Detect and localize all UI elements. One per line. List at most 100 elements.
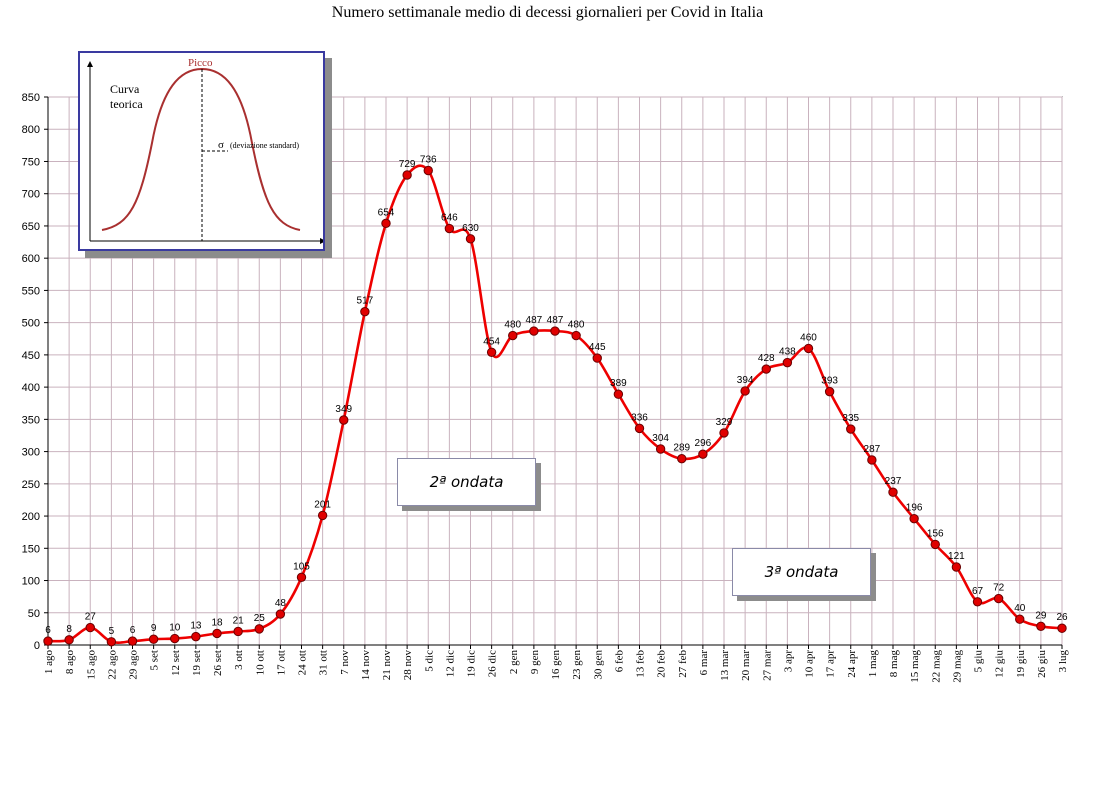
- x-tick-label: 27 feb: [677, 650, 689, 678]
- data-label: 336: [631, 412, 648, 423]
- x-tick-label: 20 feb: [656, 650, 668, 678]
- data-point: [719, 428, 729, 438]
- data-label: 29: [1035, 610, 1047, 621]
- y-tick-label: 700: [22, 189, 40, 201]
- data-label: 26: [1056, 612, 1068, 623]
- data-point: [127, 636, 138, 646]
- x-tick-label: 22 ago: [106, 650, 118, 680]
- x-tick-label: 15 mag: [909, 650, 921, 683]
- x-tick-label: 14 nov: [360, 650, 372, 681]
- y-tick-label: 0: [34, 640, 40, 652]
- data-label: 156: [927, 528, 944, 539]
- x-tick-label: 26 set: [212, 650, 224, 676]
- x-tick-label: 3 apr: [782, 650, 794, 673]
- data-label: 18: [211, 617, 223, 628]
- data-point: [677, 453, 687, 464]
- data-point: [275, 609, 286, 619]
- data-point: [381, 218, 391, 229]
- data-point: [740, 386, 750, 396]
- y-tick-label: 850: [22, 92, 40, 104]
- data-label: 393: [821, 376, 838, 387]
- curve-label-1: Curva: [110, 82, 140, 96]
- data-label: 9: [151, 623, 157, 634]
- data-label: 67: [972, 586, 984, 597]
- data-label: 487: [526, 315, 543, 326]
- data-label: 289: [673, 443, 690, 454]
- y-tick-label: 450: [22, 350, 40, 362]
- data-label: 21: [233, 615, 245, 626]
- x-tick-label: 19 set: [191, 650, 203, 676]
- data-label: 438: [779, 347, 796, 358]
- sigma-label: (deviazione standard): [230, 141, 299, 150]
- data-point: [1036, 621, 1046, 632]
- x-tick-label: 13 feb: [635, 650, 647, 678]
- curve-label-2: teorica: [110, 97, 143, 111]
- data-label: 196: [906, 503, 923, 514]
- data-point: [972, 597, 983, 607]
- wave2-annotation: 2ª ondata: [397, 458, 536, 506]
- data-label: 201: [314, 499, 331, 510]
- data-point: [1057, 623, 1067, 633]
- x-tick-label: 24 apr: [846, 650, 858, 678]
- x-tick-label: 23 gen: [571, 650, 583, 680]
- x-tick-label: 5 dic: [423, 650, 435, 672]
- data-label: 349: [335, 404, 352, 415]
- data-point: [254, 624, 264, 634]
- data-point: [761, 364, 771, 374]
- data-label: 48: [275, 598, 287, 609]
- data-label: 736: [420, 154, 437, 165]
- data-point: [655, 444, 666, 454]
- inset-y-arrow: [87, 61, 93, 67]
- y-tick-label: 200: [22, 511, 40, 523]
- y-tick-label: 800: [22, 124, 40, 136]
- data-label: 287: [864, 444, 881, 455]
- x-tick-label: 28 nov: [402, 650, 414, 681]
- x-tick-label: 13 mar: [719, 650, 731, 681]
- x-tick-label: 26 giu: [1036, 650, 1048, 678]
- data-point: [930, 539, 940, 550]
- x-tick-label: 19 giu: [1015, 650, 1027, 678]
- y-tick-label: 750: [22, 156, 40, 168]
- x-tick-label: 3 lug: [1057, 650, 1069, 673]
- data-point: [698, 449, 708, 459]
- data-point: [909, 513, 919, 524]
- x-tick-label: 21 nov: [381, 650, 393, 681]
- data-point: [106, 637, 117, 647]
- data-point: [191, 631, 201, 642]
- y-tick-label: 500: [22, 318, 40, 330]
- data-label: 480: [504, 320, 521, 331]
- y-tick-label: 250: [22, 479, 40, 491]
- wave3-annotation: 3ª ondata: [732, 548, 871, 596]
- data-point: [782, 357, 793, 368]
- data-point: [423, 165, 433, 176]
- x-tick-label: 10 apr: [804, 650, 816, 678]
- y-tick-label: 300: [22, 447, 40, 459]
- data-point: [803, 343, 814, 354]
- data-point: [317, 510, 328, 521]
- sigma-symbol: σ: [218, 139, 224, 151]
- data-point: [888, 487, 898, 497]
- data-label: 454: [483, 336, 500, 347]
- data-label: 646: [441, 213, 458, 224]
- data-label: 27: [85, 612, 97, 623]
- x-tick-label: 8 ago: [64, 650, 76, 675]
- data-point: [43, 636, 53, 646]
- y-tick-label: 600: [22, 253, 40, 265]
- x-tick-label: 6 feb: [613, 650, 625, 673]
- data-label: 460: [800, 332, 817, 343]
- data-label: 40: [1014, 603, 1026, 614]
- x-tick-label: 12 set: [170, 650, 182, 676]
- x-tick-label: 19 dic: [466, 650, 478, 677]
- data-label: 445: [589, 342, 606, 353]
- x-tick-label: 12 dic: [444, 650, 456, 677]
- x-tick-label: 15 ago: [85, 650, 97, 680]
- theoretical-curve-diagram: Picco Curva teorica σ (deviazione standa…: [87, 57, 326, 244]
- x-tick-label: 10 ott: [254, 650, 266, 675]
- x-tick-label: 3 ott: [233, 650, 245, 670]
- data-point: [951, 562, 962, 572]
- x-tick-label: 29 ago: [128, 650, 140, 680]
- data-point: [529, 326, 539, 336]
- data-label: 517: [357, 296, 374, 307]
- data-point: [846, 424, 856, 434]
